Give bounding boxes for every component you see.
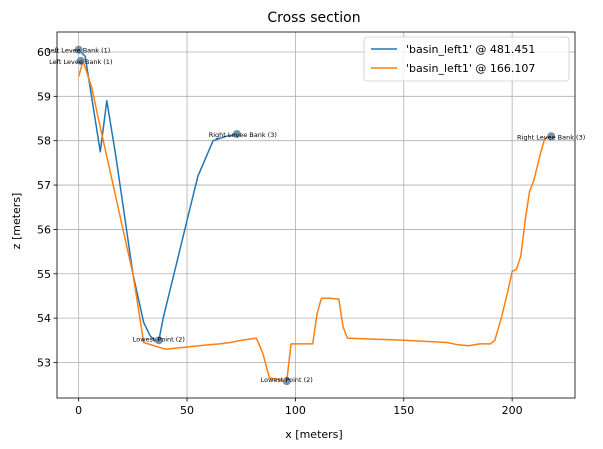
legend-box (363, 36, 570, 82)
chart-title: Cross section (267, 10, 360, 26)
bank-marker (76, 56, 85, 65)
bank-marker (282, 377, 291, 386)
ticks: 0 50 100 150 200 53 54 55 56 57 58 59 60 (37, 46, 523, 417)
marker-layer: Left Levee Bank (1) Left Levee Bank (1) Ri… (47, 45, 585, 386)
y-tick-label: 59 (37, 90, 51, 103)
marker-annotation: Lowest Point (2) (261, 376, 313, 384)
x-tick-label: 200 (502, 404, 523, 417)
marker-annotation: Left Levee Bank (1) (47, 47, 110, 55)
grid (57, 32, 575, 398)
series-line-2 (77, 60, 552, 382)
marker-annotation: Right Levee Bank (3) (209, 131, 277, 139)
marker-annotation: Left Levee Bank (1) (49, 58, 112, 66)
plot-frame (56, 31, 576, 399)
x-tick-label: 100 (285, 404, 306, 417)
bank-marker (232, 130, 241, 139)
marker-annotation: Lowest Point (2) (133, 335, 185, 343)
y-tick-label: 53 (37, 357, 51, 370)
bank-marker (154, 336, 163, 345)
x-tick-label: 150 (393, 404, 414, 417)
y-tick-label: 56 (37, 223, 51, 236)
y-tick-label: 54 (37, 312, 51, 325)
legend: 'basin_left1' @ 481.451 'basin_left1' @ 1… (363, 36, 570, 82)
legend-entry: 'basin_left1' @ 481.451 (406, 43, 535, 56)
x-axis-label: x [meters] (285, 428, 342, 441)
y-tick-label: 57 (37, 179, 51, 192)
marker-annotation: Right Levee Bank (3) (517, 133, 585, 141)
bank-marker (74, 45, 83, 54)
series-line-1 (78, 49, 238, 342)
bank-marker (547, 132, 556, 141)
x-tick-label: 50 (180, 404, 194, 417)
legend-entry: 'basin_left1' @ 166.107 (406, 62, 535, 75)
x-tick-label: 0 (75, 404, 82, 417)
series-layer (77, 49, 552, 382)
y-tick-label: 60 (37, 46, 51, 59)
y-axis-label: z [meters] (10, 193, 23, 250)
y-tick-label: 55 (37, 268, 51, 281)
y-tick-label: 58 (37, 135, 51, 148)
